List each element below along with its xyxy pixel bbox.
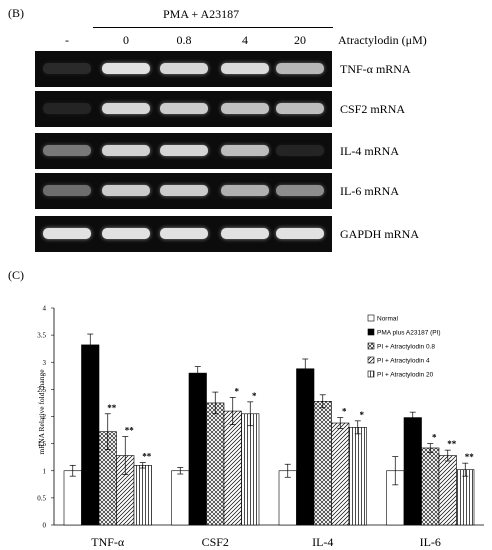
significance-mark: ** xyxy=(142,452,152,462)
gel-row xyxy=(35,133,332,169)
significance-mark: ** xyxy=(107,403,117,413)
gel-band xyxy=(102,145,150,156)
gel-band xyxy=(102,228,150,239)
significance-mark: * xyxy=(342,407,347,417)
category-label: TNF-α xyxy=(91,535,125,549)
bar xyxy=(296,368,315,526)
bar xyxy=(63,470,82,526)
lane-label-5: 20 xyxy=(294,33,306,47)
y-tick-label: 2.5 xyxy=(37,386,46,394)
bar xyxy=(133,465,152,526)
band-label: TNF-α mRNA xyxy=(340,62,411,76)
band-label: IL-6 mRNA xyxy=(340,184,399,198)
gel-band xyxy=(160,145,208,156)
bar xyxy=(241,413,260,526)
lane-label-2: 0 xyxy=(123,33,129,47)
band-label: IL-4 mRNA xyxy=(340,144,399,158)
gel-row xyxy=(35,51,332,87)
gel-band xyxy=(43,145,91,156)
gel-band xyxy=(43,185,91,196)
significance-mark: ** xyxy=(447,439,457,449)
gel-band xyxy=(160,228,208,239)
y-tick-label: 2 xyxy=(43,413,47,421)
bar xyxy=(81,344,100,526)
legend-entry: PI + Atractylodin 0.8 xyxy=(377,344,435,351)
legend-swatch xyxy=(367,342,375,350)
legend-entry: PI + Atractylodin 20 xyxy=(377,372,434,379)
gel-band xyxy=(221,63,269,74)
gel-band xyxy=(102,185,150,196)
gel-band xyxy=(221,103,269,114)
legend-swatch xyxy=(367,356,375,364)
legend-entry: PI + Atractylodin 4 xyxy=(377,358,430,365)
treatment-header: PMA + A23187 xyxy=(163,7,240,21)
panel-c-letter: (C) xyxy=(8,268,24,282)
legend-swatch xyxy=(367,328,375,336)
bar xyxy=(206,402,225,526)
gel-band xyxy=(160,103,208,114)
significance-mark: ** xyxy=(465,452,475,462)
gel-row xyxy=(35,216,332,252)
lane-label-4: 4 xyxy=(242,33,248,47)
y-tick-label: 0 xyxy=(43,522,47,530)
legend-entry: PMA plus A23187 (PI) xyxy=(377,330,441,337)
category-label: CSF2 xyxy=(202,535,229,549)
gel-band xyxy=(160,63,208,74)
gel-band xyxy=(102,63,150,74)
gel-row xyxy=(35,173,332,209)
lane-label-3: 0.8 xyxy=(176,33,192,47)
significance-mark: ** xyxy=(125,426,135,436)
gel-band xyxy=(221,145,269,156)
gel-band xyxy=(221,228,269,239)
y-axis-label: mRNA Relative fold change xyxy=(37,369,46,455)
gel-band xyxy=(160,185,208,196)
significance-mark: * xyxy=(235,387,240,397)
panel-b-letter: (B) xyxy=(8,6,24,20)
gel-band xyxy=(43,63,91,74)
y-tick-label: 4 xyxy=(43,305,47,313)
y-tick-label: 0.5 xyxy=(37,494,46,502)
legend-swatch xyxy=(367,314,375,322)
bar xyxy=(421,447,440,526)
bar xyxy=(403,417,422,526)
legend-swatch xyxy=(367,370,375,378)
gel-band xyxy=(102,103,150,114)
gel-band xyxy=(43,228,91,239)
band-label: CSF2 mRNA xyxy=(340,102,406,116)
bar xyxy=(223,410,242,526)
significance-mark: * xyxy=(432,433,437,443)
bar xyxy=(313,401,332,526)
gel-band xyxy=(276,103,324,114)
y-tick-label: 3 xyxy=(43,359,47,367)
gel-band xyxy=(276,228,324,239)
bar xyxy=(278,470,297,526)
gel-band xyxy=(221,185,269,196)
y-tick-label: 3.5 xyxy=(37,332,46,340)
lane-label-1: - xyxy=(65,33,69,47)
gel-row xyxy=(35,91,332,127)
bar xyxy=(331,422,350,526)
category-label: IL-6 xyxy=(420,535,441,549)
concentration-label: Atractylodin (μM) xyxy=(338,33,427,47)
bar xyxy=(438,455,457,526)
treatment-header-line xyxy=(93,27,333,28)
gel-band xyxy=(276,185,324,196)
band-label: GAPDH mRNA xyxy=(340,227,420,241)
legend-entry: Normal xyxy=(377,316,399,323)
category-label: IL-4 xyxy=(312,535,333,549)
bar xyxy=(348,427,367,526)
significance-mark: * xyxy=(360,410,365,420)
bar xyxy=(188,372,207,526)
bar xyxy=(171,470,190,526)
gel-band xyxy=(276,145,324,156)
bar xyxy=(456,469,475,526)
gel-band xyxy=(43,103,91,114)
y-tick-label: 1.5 xyxy=(37,440,46,448)
y-tick-label: 1 xyxy=(43,467,47,475)
significance-mark: * xyxy=(252,391,257,401)
gel-band xyxy=(276,63,324,74)
